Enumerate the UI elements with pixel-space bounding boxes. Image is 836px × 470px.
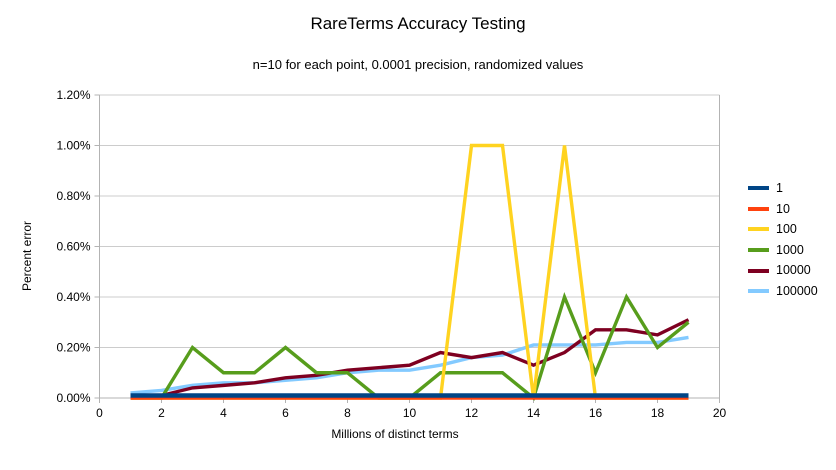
y-tick-label: 1.20% [56, 88, 90, 102]
x-tick-label: 8 [344, 406, 351, 420]
x-tick-label: 16 [589, 406, 603, 420]
legend-item-1: 1 [748, 178, 818, 199]
legend-swatch-10000 [748, 268, 769, 273]
series-line-10000 [130, 318, 690, 398]
legend-label: 100 [776, 222, 797, 237]
legend-item-100: 100 [748, 219, 818, 240]
legend-swatch-10 [748, 206, 769, 211]
x-tick-label: 4 [220, 406, 227, 420]
y-tick-label: 1.00% [56, 139, 90, 153]
chart-title: RareTerms Accuracy Testing [310, 14, 526, 33]
legend-swatch-1000 [748, 248, 769, 253]
legend-swatch-100 [748, 227, 769, 232]
x-tick-label: 18 [651, 406, 665, 420]
legend-label: 10 [776, 201, 790, 216]
x-tick-label: 6 [282, 406, 289, 420]
x-tick-label: 2 [158, 406, 165, 420]
legend-label: 10000 [776, 263, 811, 278]
series-line-100 [130, 143, 689, 400]
y-tick-label: 0.00% [56, 391, 90, 405]
series-line-100000 [130, 335, 689, 395]
x-axis-title: Millions of distinct terms [331, 427, 459, 441]
legend-swatch-100000 [748, 289, 769, 294]
x-tick-label: 20 [713, 406, 727, 420]
legend: 1 10 100 1000 10000 100000 [748, 178, 818, 302]
legend-swatch-1 [748, 186, 769, 191]
legend-label: 1 [776, 181, 783, 196]
y-tick-label: 0.40% [56, 290, 90, 304]
legend-label: 100000 [776, 284, 818, 299]
x-tick-label: 12 [465, 406, 479, 420]
legend-item-100000: 100000 [748, 281, 818, 302]
x-tick-label: 14 [527, 406, 541, 420]
legend-item-10000: 10000 [748, 260, 818, 281]
y-tick-label: 0.20% [56, 341, 90, 355]
legend-item-1000: 1000 [748, 240, 818, 261]
legend-item-10: 10 [748, 199, 818, 220]
chart-subtitle: n=10 for each point, 0.0001 precision, r… [252, 57, 584, 72]
x-tick-label: 10 [403, 406, 417, 420]
legend-label: 1000 [776, 242, 804, 257]
y-tick-label: 0.60% [56, 240, 90, 254]
y-tick-label: 0.80% [56, 189, 90, 203]
x-tick-label: 0 [96, 406, 103, 420]
